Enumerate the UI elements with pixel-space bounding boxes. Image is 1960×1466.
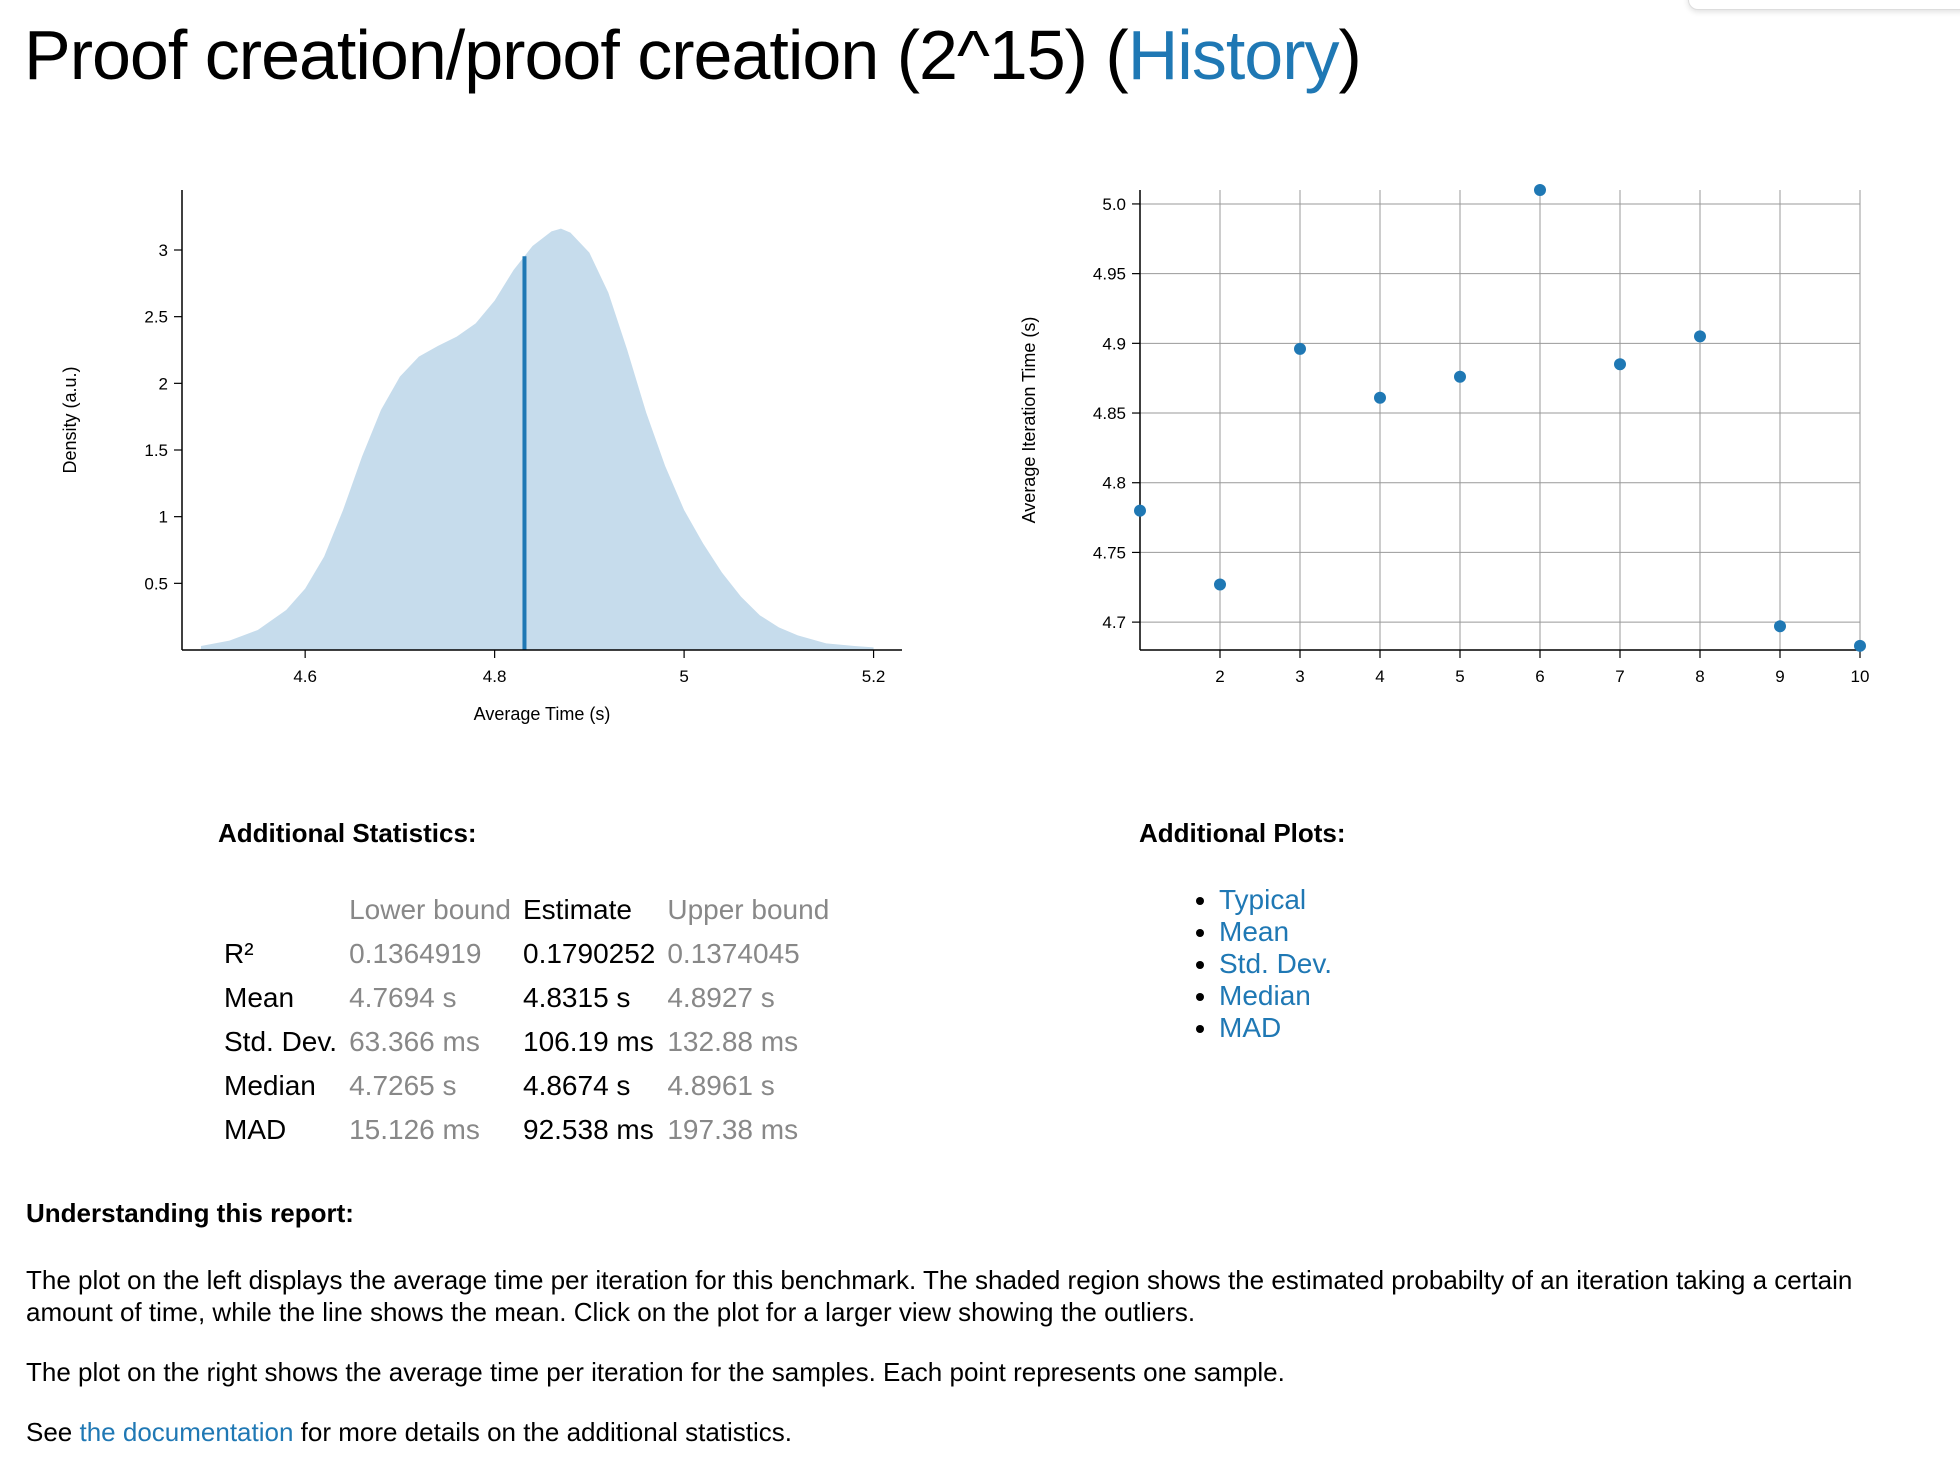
header-upper-bound: Upper bound	[667, 894, 830, 925]
y-tick-label: 4.8	[1102, 474, 1126, 493]
y-tick-label: 1	[159, 508, 168, 527]
stat-estimate: 92.538 ms	[523, 1114, 654, 1145]
stat-lower: 63.366 ms	[349, 1026, 480, 1057]
x-tick-label: 4.8	[483, 667, 507, 686]
header-lower-bound: Lower bound	[349, 894, 511, 925]
stat-estimate: 0.1790252	[523, 938, 656, 969]
typical-plot-link[interactable]: Typical	[1219, 884, 1307, 915]
stat-label: Mean	[224, 982, 295, 1013]
stat-label: Std. Dev.	[224, 1026, 338, 1057]
density-area	[200, 228, 874, 650]
x-tick-label: 8	[1695, 667, 1704, 686]
x-tick-label: 9	[1775, 667, 1784, 686]
mean-plot-link[interactable]: Mean	[1219, 916, 1290, 947]
y-tick-label: 1.5	[144, 441, 168, 460]
popup-edge	[1688, 0, 1960, 10]
data-point	[1294, 342, 1306, 355]
stat-estimate: 4.8315 s	[523, 982, 631, 1013]
stat-lower: 15.126 ms	[349, 1114, 480, 1145]
title-text: Proof creation/proof creation (2^15) (	[24, 16, 1129, 94]
x-tick-label: 2	[1215, 667, 1224, 686]
stats-header-row: Lower bound Estimate Upper bound	[218, 888, 835, 932]
y-tick-label: 2.5	[144, 308, 168, 327]
list-item: Typical	[1219, 884, 1332, 916]
stat-label: MAD	[224, 1114, 287, 1145]
x-axis-label: Average Time (s)	[474, 704, 611, 724]
median-plot-link[interactable]: Median	[1219, 980, 1311, 1011]
y-tick-label: 4.7	[1102, 613, 1126, 632]
iteration-times-plot: 4.7 4.75 4.8 4.85 4.9 4.95 5.0 2 3 4 5 6 7 8 9 10 Averag…	[1019, 184, 1870, 686]
y-axis-label: Average Iteration Time (s)	[1019, 317, 1039, 524]
data-point	[1614, 358, 1626, 371]
stats-row-mean: Mean 4.7694 s 4.8315 s 4.8927 s	[218, 976, 835, 1020]
x-tick-label: 5	[679, 667, 688, 686]
stat-estimate: 4.8674 s	[523, 1070, 631, 1101]
y-tick-label: 4.95	[1093, 265, 1126, 284]
plots-heading: Additional Plots:	[1139, 818, 1346, 848]
data-point	[1214, 578, 1226, 591]
report-explanation-left: The plot on the left displays the averag…	[26, 1265, 1853, 1327]
stat-upper: 197.38 ms	[667, 1114, 799, 1145]
x-tick-label: 4.6	[293, 667, 317, 686]
data-point	[1134, 504, 1146, 517]
stats-heading: Additional Statistics:	[218, 818, 477, 848]
data-point	[1534, 184, 1546, 196]
std-dev-plot-link[interactable]: Std. Dev.	[1219, 948, 1333, 979]
y-tick-label: 2	[159, 374, 168, 393]
stat-lower: 0.1364919	[349, 938, 482, 969]
additional-plots-list: Typical Mean Std. Dev. Median MAD	[1174, 884, 1332, 1044]
understanding-heading: Understanding this report:	[26, 1198, 354, 1228]
stats-corner	[218, 888, 343, 932]
doc-suffix: for more details on the additional stati…	[293, 1417, 793, 1447]
stat-lower: 4.7265 s	[349, 1070, 457, 1101]
stat-upper: 4.8927 s	[667, 982, 775, 1013]
stats-row-mad: MAD 15.126 ms 92.538 ms 197.38 ms	[218, 1108, 835, 1152]
history-link[interactable]: History	[1127, 16, 1340, 94]
stat-estimate: 106.19 ms	[523, 1026, 654, 1057]
data-point	[1374, 391, 1386, 404]
y-axis-label: Density (a.u.)	[60, 366, 80, 473]
x-tick-label: 3	[1295, 667, 1304, 686]
y-tick-label: 4.75	[1093, 543, 1126, 562]
documentation-link[interactable]: the documentation	[79, 1417, 294, 1447]
data-point	[1454, 370, 1466, 383]
stats-row-std-dev: Std. Dev. 63.366 ms 106.19 ms 132.88 ms	[218, 1020, 835, 1064]
report-explanation-right: The plot on the right shows the average …	[26, 1357, 1285, 1387]
documentation-note: See the documentation for more details o…	[26, 1416, 1926, 1448]
header-estimate: Estimate	[523, 894, 632, 925]
y-tick-label: 4.9	[1102, 334, 1126, 353]
list-item: Median	[1219, 980, 1332, 1012]
stat-upper: 132.88 ms	[667, 1026, 799, 1057]
mad-plot-link[interactable]: MAD	[1219, 1012, 1282, 1043]
data-point	[1774, 620, 1786, 633]
stats-row-r2: R² 0.1364919 0.1790252 0.1374045	[218, 932, 835, 976]
stat-upper: 4.8961 s	[667, 1070, 775, 1101]
x-tick-label: 6	[1535, 667, 1544, 686]
x-tick-label: 5	[1455, 667, 1464, 686]
x-tick-label: 7	[1615, 667, 1624, 686]
title-suffix: )	[1338, 16, 1362, 94]
x-tick-label: 4	[1375, 667, 1384, 686]
y-tick-label: 5.0	[1102, 195, 1126, 214]
page-title: Proof creation/proof creation (2^15) (Hi…	[24, 12, 1362, 98]
data-point	[1854, 639, 1866, 652]
y-tick-label: 3	[159, 241, 168, 260]
list-item: Std. Dev.	[1219, 948, 1332, 980]
y-tick-label: 4.85	[1093, 404, 1126, 423]
list-item: Mean	[1219, 916, 1332, 948]
list-item: MAD	[1219, 1012, 1332, 1044]
stats-table: Lower bound Estimate Upper bound R² 0.13…	[218, 888, 835, 1152]
data-point	[1694, 330, 1706, 343]
y-tick-label: 0.5	[144, 574, 168, 593]
pdf-plot[interactable]: 0.5 1 1.5 2 2.5 3 4.6 4.8 5 5.2 Average Time (s) De…	[40, 160, 920, 740]
doc-prefix: See	[26, 1417, 80, 1447]
stat-label: Median	[224, 1070, 316, 1101]
stat-lower: 4.7694 s	[349, 982, 457, 1013]
x-tick-label: 5.2	[862, 667, 886, 686]
x-tick-label: 10	[1851, 667, 1870, 686]
stat-upper: 0.1374045	[667, 938, 800, 969]
stat-label: R²	[224, 938, 254, 969]
stats-row-median: Median 4.7265 s 4.8674 s 4.8961 s	[218, 1064, 835, 1108]
